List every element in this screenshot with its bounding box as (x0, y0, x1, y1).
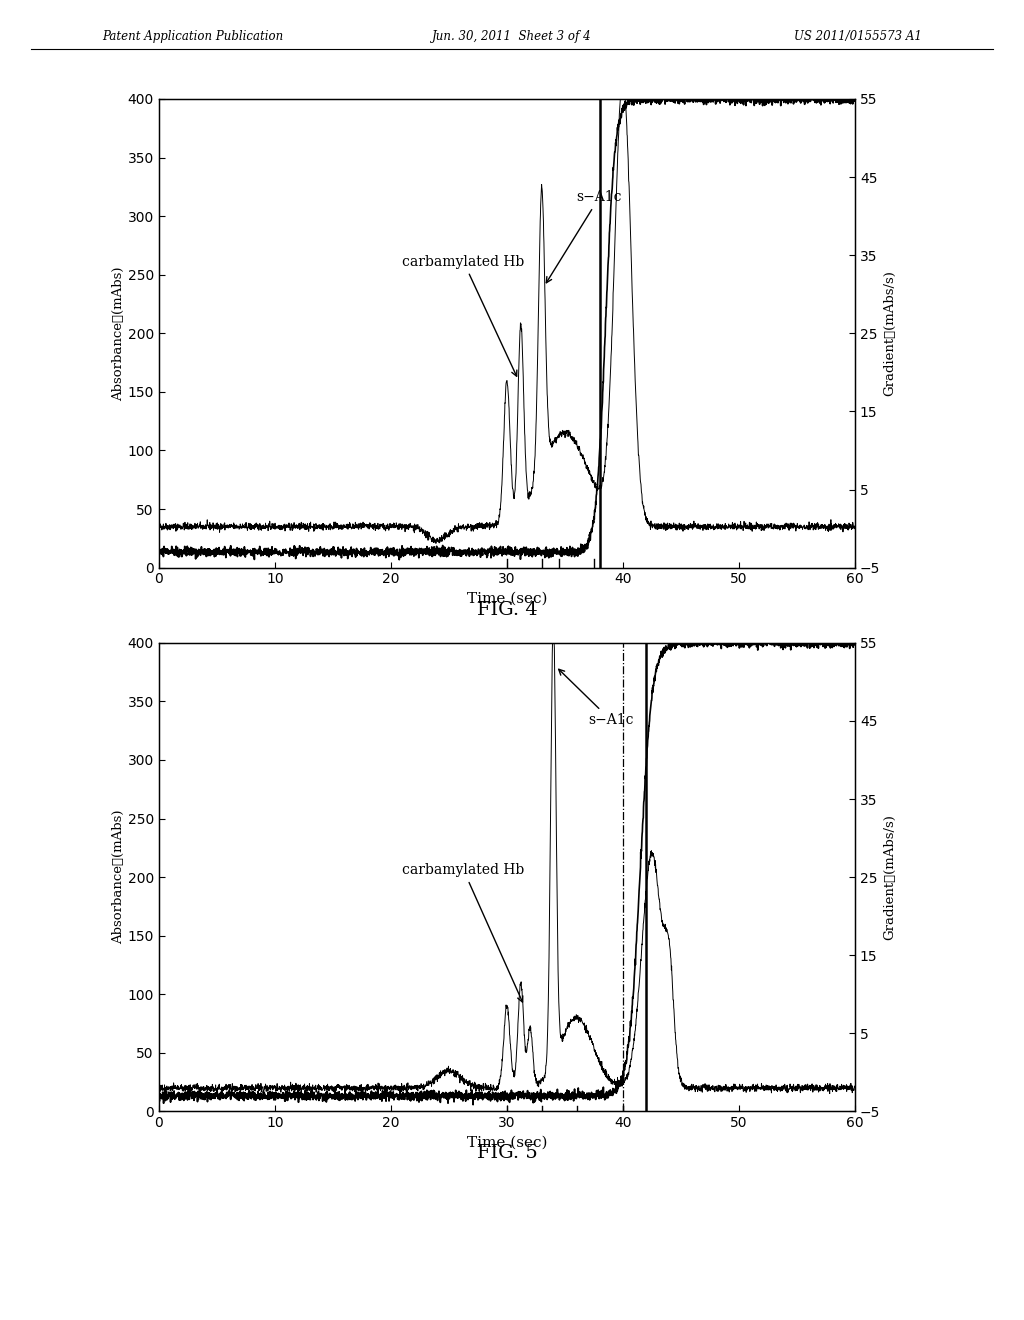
Y-axis label: Gradient　(mAbs/s): Gradient (mAbs/s) (883, 271, 896, 396)
X-axis label: Time (sec): Time (sec) (467, 1135, 547, 1150)
Y-axis label: Absorbance　(mAbs): Absorbance (mAbs) (112, 810, 125, 944)
Text: FIG. 4: FIG. 4 (476, 601, 538, 619)
Text: US 2011/0155573 A1: US 2011/0155573 A1 (794, 30, 922, 44)
Text: carbamylated Hb: carbamylated Hb (402, 255, 524, 376)
X-axis label: Time (sec): Time (sec) (467, 591, 547, 606)
Y-axis label: Absorbance　(mAbs): Absorbance (mAbs) (112, 267, 125, 400)
Text: Patent Application Publication: Patent Application Publication (102, 30, 284, 44)
Text: s−A1c: s−A1c (559, 669, 634, 727)
Y-axis label: Gradient　(mAbs/s): Gradient (mAbs/s) (883, 814, 896, 940)
Text: carbamylated Hb: carbamylated Hb (402, 863, 524, 1002)
Text: s−A1c: s−A1c (546, 190, 622, 282)
Text: Jun. 30, 2011  Sheet 3 of 4: Jun. 30, 2011 Sheet 3 of 4 (432, 30, 592, 44)
Text: FIG. 5: FIG. 5 (476, 1144, 538, 1163)
